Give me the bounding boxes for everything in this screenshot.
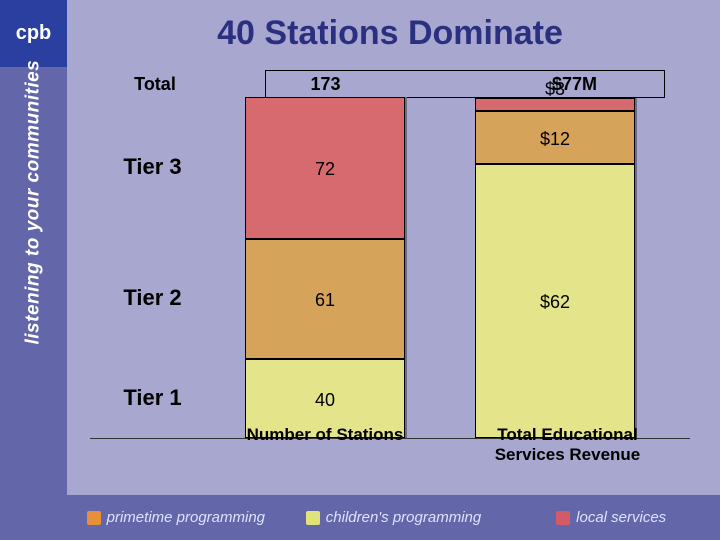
bar-segment-label: $3 [476, 79, 634, 100]
strip-icon [306, 511, 320, 525]
strip-item: local services [502, 495, 720, 540]
tier-label: Tier 3 [95, 154, 210, 180]
chart-area: 40 61 72 $62 $12 $3 Tier 1 Tier 2 Tier 3 [80, 98, 695, 438]
chart-content: Total 173 $77M 406172$62$12$3Tier 1Tier … [80, 70, 695, 485]
cpb-logo: cpb [0, 0, 67, 67]
bar-segment: $12 [475, 111, 635, 164]
bar-segment: $3 [475, 98, 635, 111]
axis-label-stations: Number of Stations [230, 425, 420, 445]
bar-segment-label: 61 [246, 290, 404, 311]
totals-bridge [385, 70, 485, 98]
tier-label: Tier 2 [95, 285, 210, 311]
strip-icon [87, 511, 101, 525]
strip-item-label: primetime programming [107, 509, 265, 526]
bar-segment-label: $62 [476, 292, 634, 313]
strip-item-label: children's programming [326, 509, 481, 526]
sidebar: cpb listening to your communities [0, 0, 67, 540]
strip-item: children's programming [285, 495, 503, 540]
strip-icon [556, 511, 570, 525]
slide: cpb listening to your communities 40 Sta… [0, 0, 720, 540]
totals-stations: 173 [265, 70, 385, 98]
tier-label: Tier 1 [95, 385, 210, 411]
strip-item-label: local services [576, 509, 666, 526]
strip-item: primetime programming [67, 495, 285, 540]
vertical-tagline: listening to your communities [23, 278, 45, 345]
page-title: 40 Stations Dominate [90, 14, 690, 53]
bar-segment: 72 [245, 97, 405, 239]
totals-label: Total [110, 70, 200, 98]
bar-segment: $62 [475, 164, 635, 438]
bar-segment-label: 40 [246, 390, 404, 411]
bottom-strip: primetime programming children's programm… [67, 495, 720, 540]
logo-text: cpb [16, 22, 52, 45]
bar-segment-label: 72 [246, 159, 404, 180]
bar-segment-label: $12 [476, 129, 634, 150]
bar-segment: 61 [245, 239, 405, 359]
axis-label-revenue: Total Educational Services Revenue [460, 425, 675, 464]
